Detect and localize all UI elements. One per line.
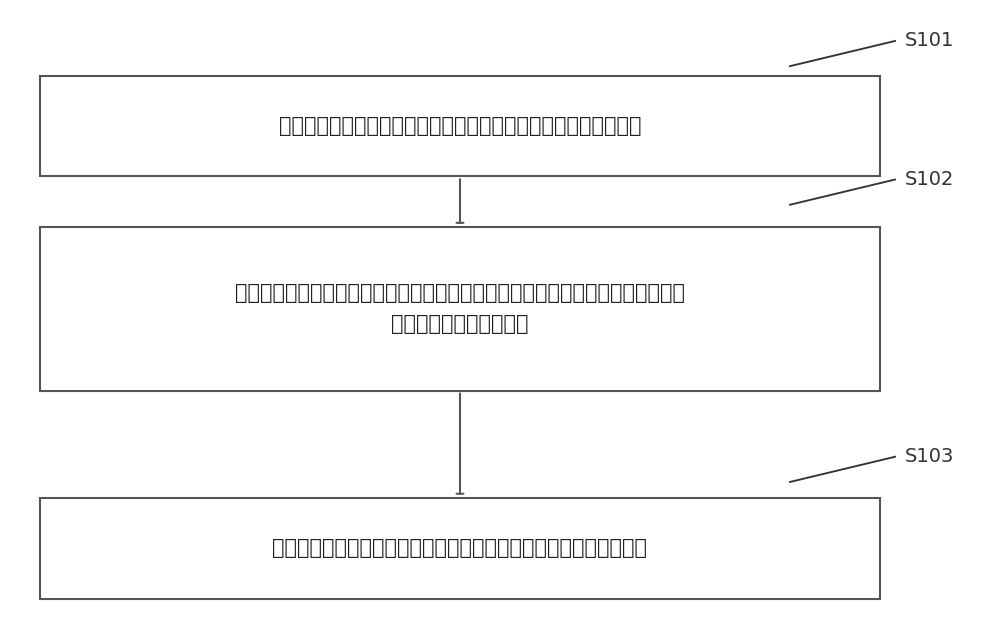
Text: S102: S102 xyxy=(905,170,954,189)
Text: 根据用户选择的图片像素，通过双线性插值法对所述第一格点数据进行插值处理，
得到对应的第二格点数据: 根据用户选择的图片像素，通过双线性插值法对所述第一格点数据进行插值处理， 得到对… xyxy=(235,283,685,335)
Bar xyxy=(40,227,880,391)
Text: 响应用户选择的绘图参数以及绘图范围，获取对应的第一格点数据: 响应用户选择的绘图参数以及绘图范围，获取对应的第一格点数据 xyxy=(279,116,641,136)
Text: S103: S103 xyxy=(905,447,954,466)
Text: S101: S101 xyxy=(905,32,954,50)
Text: 根据所述绘图范围与所述第二格点数据，获得对应的气象水利色斑图: 根据所述绘图范围与所述第二格点数据，获得对应的气象水利色斑图 xyxy=(272,538,648,558)
Bar xyxy=(40,498,880,598)
Bar xyxy=(40,76,880,176)
